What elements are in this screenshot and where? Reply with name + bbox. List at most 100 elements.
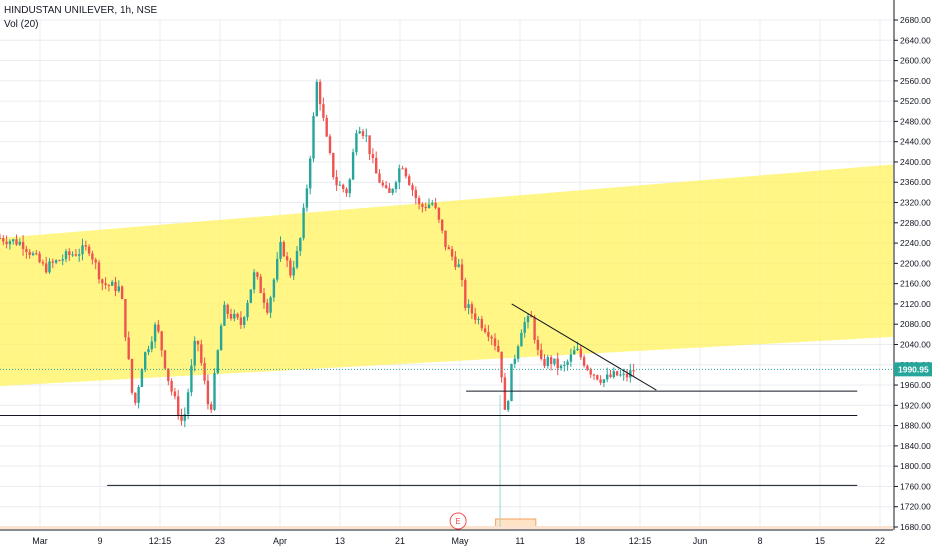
candle-body[interactable]	[305, 188, 309, 208]
candle-body[interactable]	[606, 374, 609, 380]
candle-body[interactable]	[586, 365, 589, 370]
candle-body[interactable]	[434, 202, 437, 208]
candle-body[interactable]	[117, 286, 120, 292]
candle-body[interactable]	[444, 230, 447, 248]
candle-body[interactable]	[427, 204, 431, 209]
candle-body[interactable]	[41, 262, 45, 264]
candle-body[interactable]	[2, 238, 5, 242]
candle-body[interactable]	[127, 337, 130, 360]
candle-body[interactable]	[523, 322, 526, 333]
candle-body[interactable]	[302, 207, 305, 239]
trendline[interactable]	[511, 303, 657, 391]
candle-body[interactable]	[15, 239, 18, 245]
candle-body[interactable]	[216, 350, 219, 374]
candle-body[interactable]	[536, 339, 540, 350]
candle-body[interactable]	[441, 219, 444, 231]
candle-body[interactable]	[599, 379, 602, 383]
candle-body[interactable]	[87, 246, 91, 254]
candle-body[interactable]	[540, 349, 543, 360]
candle-body[interactable]	[424, 206, 427, 209]
candle-body[interactable]	[157, 324, 160, 332]
candle-body[interactable]	[295, 251, 299, 268]
candle-body[interactable]	[322, 104, 325, 118]
candle-body[interactable]	[309, 158, 312, 189]
candle-body[interactable]	[612, 371, 615, 378]
candle-body[interactable]	[130, 359, 134, 393]
candle-body[interactable]	[219, 325, 223, 351]
candle-body[interactable]	[74, 254, 78, 256]
candle-body[interactable]	[177, 396, 180, 416]
candle-body[interactable]	[97, 262, 101, 280]
candle-body[interactable]	[285, 256, 289, 261]
candle-body[interactable]	[391, 189, 394, 193]
candle-body[interactable]	[553, 358, 556, 364]
candle-body[interactable]	[186, 392, 190, 415]
candle-body[interactable]	[312, 116, 315, 159]
candle-body[interactable]	[573, 350, 576, 355]
candle-body[interactable]	[388, 187, 391, 193]
candle-body[interactable]	[477, 318, 480, 320]
candle-body[interactable]	[137, 386, 140, 403]
candle-body[interactable]	[622, 373, 625, 375]
candle-body[interactable]	[64, 251, 68, 260]
candle-body[interactable]	[170, 381, 173, 392]
candle-body[interactable]	[210, 404, 213, 410]
candle-body[interactable]	[51, 261, 54, 263]
candle-body[interactable]	[454, 256, 457, 268]
candle-body[interactable]	[81, 245, 84, 255]
candle-body[interactable]	[371, 154, 375, 158]
candle-body[interactable]	[94, 259, 97, 263]
candle-body[interactable]	[0, 238, 2, 240]
candle-body[interactable]	[147, 349, 150, 353]
candle-body[interactable]	[563, 364, 566, 366]
candle-body[interactable]	[266, 302, 269, 313]
candle-body[interactable]	[401, 168, 404, 170]
candle-body[interactable]	[348, 179, 351, 194]
candle-body[interactable]	[226, 304, 229, 315]
candle-body[interactable]	[332, 152, 335, 178]
candle-body[interactable]	[500, 351, 503, 378]
drawings[interactable]	[0, 303, 893, 486]
candle-body[interactable]	[78, 254, 81, 256]
candle-body[interactable]	[239, 317, 243, 325]
candle-body[interactable]	[318, 81, 322, 105]
candle-body[interactable]	[358, 131, 361, 134]
candle-body[interactable]	[107, 284, 111, 286]
candle-body[interactable]	[328, 136, 332, 153]
candle-body[interactable]	[342, 184, 345, 189]
candle-body[interactable]	[256, 272, 259, 277]
candle-body[interactable]	[483, 328, 487, 333]
candle-body[interactable]	[338, 184, 342, 186]
candle-body[interactable]	[173, 391, 177, 397]
candle-body[interactable]	[361, 131, 365, 136]
candle-body[interactable]	[398, 168, 401, 183]
candle-body[interactable]	[530, 316, 533, 318]
candle-body[interactable]	[589, 369, 592, 375]
candle-body[interactable]	[54, 260, 58, 263]
candle-body[interactable]	[470, 304, 474, 314]
candle-body[interactable]	[460, 264, 464, 280]
candle-body[interactable]	[457, 264, 460, 268]
candle-body[interactable]	[246, 302, 249, 318]
candle-body[interactable]	[144, 352, 147, 370]
candle-body[interactable]	[450, 249, 454, 257]
candle-body[interactable]	[596, 375, 599, 380]
candle-body[interactable]	[579, 348, 582, 358]
candle-body[interactable]	[414, 190, 417, 199]
candle-body[interactable]	[104, 283, 107, 285]
candle-body[interactable]	[447, 247, 450, 250]
candle-body[interactable]	[464, 279, 467, 309]
candle-body[interactable]	[8, 241, 12, 245]
candle-body[interactable]	[546, 357, 549, 366]
candle-body[interactable]	[437, 207, 441, 220]
candle-body[interactable]	[292, 267, 295, 276]
candle-body[interactable]	[272, 279, 276, 298]
candle-body[interactable]	[68, 251, 71, 256]
candle-body[interactable]	[467, 304, 470, 309]
candle-body[interactable]	[625, 373, 629, 378]
candle-body[interactable]	[140, 369, 144, 387]
candle-body[interactable]	[5, 241, 8, 245]
candle-body[interactable]	[114, 281, 117, 292]
candle-body[interactable]	[134, 392, 137, 403]
